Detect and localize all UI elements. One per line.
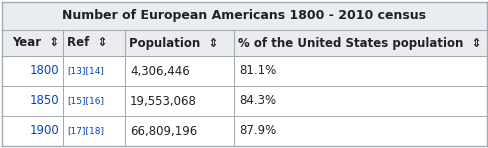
Text: 87.9%: 87.9% [239,124,276,137]
Text: 84.3%: 84.3% [239,95,276,107]
Text: Ref  ⇕: Ref ⇕ [67,37,108,49]
Text: [17][18]: [17][18] [67,127,104,136]
Text: Number of European Americans 1800 - 2010 census: Number of European Americans 1800 - 2010… [62,9,426,22]
Text: Year  ⇕: Year ⇕ [12,37,60,49]
Text: 1850: 1850 [30,95,60,107]
Bar [2,116,486,146]
Bar [2,86,486,116]
Bar [2,2,486,30]
Text: % of the United States population  ⇕: % of the United States population ⇕ [238,37,481,49]
Text: 1900: 1900 [30,124,60,137]
Text: 81.1%: 81.1% [239,65,276,78]
Text: [15][16]: [15][16] [67,96,104,106]
Bar [2,30,486,56]
Text: 1800: 1800 [30,65,60,78]
Text: 4,306,446: 4,306,446 [130,65,189,78]
Text: 66,809,196: 66,809,196 [130,124,197,137]
Text: Population  ⇕: Population ⇕ [129,37,218,49]
Bar [2,56,486,86]
Text: 19,553,068: 19,553,068 [130,95,197,107]
Text: [13][14]: [13][14] [67,66,104,75]
